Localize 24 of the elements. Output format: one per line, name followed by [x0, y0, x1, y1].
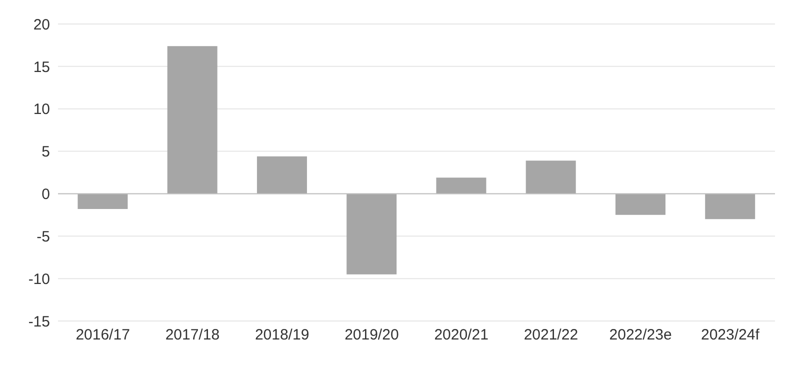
bar — [526, 160, 576, 194]
x-tick-label: 2017/18 — [165, 326, 220, 344]
bar — [615, 194, 666, 215]
y-tick-label: 20 — [33, 16, 50, 34]
y-tick-label: 5 — [42, 144, 50, 161]
y-tick-label: -10 — [28, 270, 50, 288]
y-tick-label: -15 — [28, 313, 50, 330]
x-tick-label: 2020/21 — [434, 326, 488, 344]
bar — [167, 46, 218, 194]
bar — [705, 194, 756, 220]
bar — [256, 156, 307, 194]
y-tick-label: 10 — [33, 101, 50, 118]
x-tick-label: 2022/23e — [609, 326, 672, 344]
x-tick-label: 2019/20 — [344, 326, 399, 344]
bar — [346, 194, 397, 274]
y-tick-label: 15 — [33, 58, 50, 76]
x-tick-label: 2021/22 — [524, 326, 578, 344]
y-tick-label: 0 — [42, 186, 50, 204]
x-tick-label: 2018/19 — [254, 326, 310, 344]
y-tick-label: -5 — [36, 228, 50, 246]
bar — [436, 178, 486, 194]
bar — [78, 194, 128, 209]
x-tick-label: 2016/17 — [76, 326, 130, 344]
x-tick-label: 2023/24f — [700, 326, 760, 344]
